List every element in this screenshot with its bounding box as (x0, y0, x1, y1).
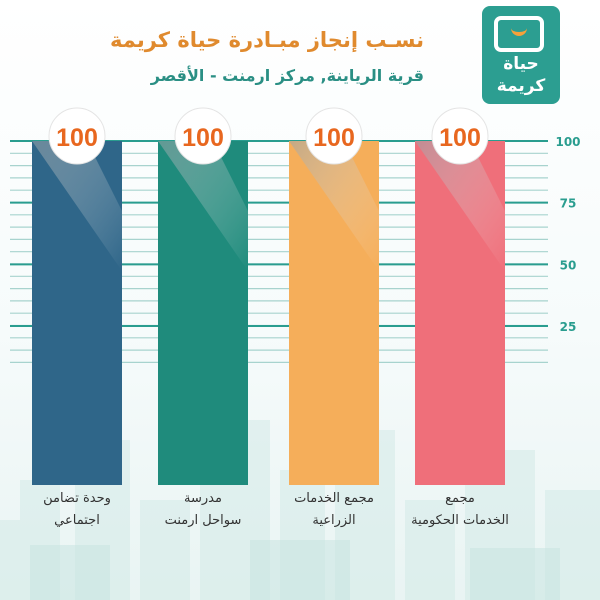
category-label: مدرسة سواحل ارمنت (133, 488, 273, 532)
logo-text-line1: حياة (503, 54, 539, 74)
data-label: 100 (182, 124, 224, 152)
value-badge (174, 107, 232, 165)
category-label-line: سواحل ارمنت (164, 513, 242, 528)
data-label: 100 (439, 124, 481, 152)
bar-shadow (32, 141, 122, 271)
value-badge (48, 107, 106, 165)
category-label: مجمع الخدمات الحكومية (390, 488, 530, 532)
category-label-line: وحدة تضامن (43, 491, 111, 506)
bar-shadow (158, 141, 248, 271)
data-label: 100 (313, 124, 355, 152)
category-label-line: الخدمات الحكومية (411, 513, 509, 528)
category-label-line: مدرسة (184, 491, 222, 506)
category-label-line: مجمع الخدمات (294, 491, 374, 506)
bar-shadow (289, 141, 379, 271)
category-label: وحدة تضامن اجتماعي (7, 488, 147, 532)
bar-shadow (415, 141, 505, 271)
logo-frame-icon (494, 16, 544, 52)
hayah-karima-logo: حياة كريمة (482, 6, 560, 104)
y-tick-label: 25 (560, 320, 577, 334)
y-tick-label: 100 (555, 135, 580, 149)
smile-icon (511, 22, 527, 36)
category-label-line: الزراعية (312, 513, 356, 528)
value-badge (431, 107, 489, 165)
category-label-line: اجتماعي (54, 513, 100, 528)
logo-text-line2: كريمة (496, 76, 546, 96)
value-badge (305, 107, 363, 165)
data-label: 100 (56, 124, 98, 152)
y-tick-label: 50 (560, 258, 577, 272)
chart-subtitle: قرية الرياينة, مركز ارمنت - الأقصر (150, 66, 424, 85)
category-label: مجمع الخدمات الزراعية (264, 488, 404, 532)
y-tick-label: 75 (560, 197, 577, 211)
category-label-line: مجمع (445, 491, 475, 506)
chart-title: نسـب إنجاز مبـادرة حياة كريمة (110, 28, 424, 52)
